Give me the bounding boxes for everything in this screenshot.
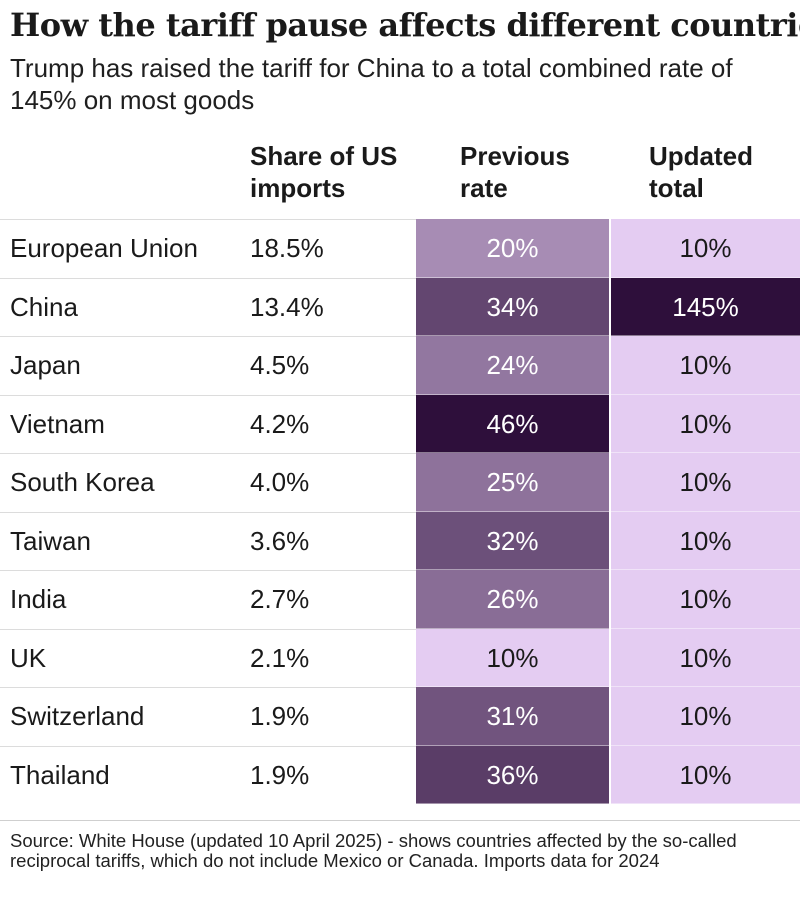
share-cell: 3.6% [250, 525, 310, 556]
previous-rate-cell: 20% [416, 219, 609, 278]
table-row: South Korea 4.0% 25% 10% [0, 453, 800, 512]
updated-total-cell: 10% [611, 336, 800, 395]
column-header-previous: Previous rate [460, 140, 570, 204]
country-cell: Thailand [10, 759, 110, 790]
table-row: China 13.4% 34% 145% [0, 277, 800, 336]
previous-rate-cell: 36% [416, 745, 609, 804]
tariff-table: European Union 18.5% 20% 10% China 13.4% 34% 14… [0, 219, 800, 804]
share-cell: 1.9% [250, 701, 310, 731]
column-header-updated: Updated total [649, 140, 753, 204]
column-header-updated-line2: total [649, 173, 704, 203]
previous-rate-cell: 24% [416, 336, 609, 395]
previous-rate-cell: 25% [416, 453, 609, 512]
footer-divider [0, 820, 800, 821]
updated-total-cell: 145% [611, 277, 800, 336]
table-row: Japan 4.5% 24% 10% [0, 336, 800, 395]
previous-rate-cell: 32% [416, 511, 609, 570]
column-header-updated-line1: Updated [649, 141, 753, 171]
row-divider [0, 453, 416, 454]
share-cell: 13.4% [250, 291, 324, 322]
country-cell: Japan [10, 350, 81, 380]
share-cell: 2.7% [250, 584, 310, 614]
share-cell: 2.1% [250, 642, 310, 673]
updated-total-cell: 10% [611, 687, 800, 746]
chart-subtitle: Trump has raised the tariff for China to… [10, 53, 733, 115]
previous-rate-cell: 31% [416, 687, 609, 746]
table-row: Switzerland 1.9% 31% 10% [0, 687, 800, 746]
updated-total-cell: 10% [611, 628, 800, 687]
share-cell: 4.0% [250, 467, 310, 497]
country-cell: Taiwan [10, 525, 91, 556]
row-divider [0, 219, 416, 220]
previous-rate-cell: 10% [416, 628, 609, 687]
country-cell: India [10, 584, 67, 614]
column-header-previous-line2: rate [460, 173, 508, 203]
row-divider [0, 570, 416, 571]
source-note: Source: White House (updated 10 April 20… [10, 830, 737, 871]
country-cell: UK [10, 642, 47, 673]
country-cell: South Korea [10, 467, 155, 497]
country-cell: Switzerland [10, 701, 145, 731]
table-row: Taiwan 3.6% 32% 10% [0, 511, 800, 570]
country-cell: European Union [10, 233, 198, 263]
country-cell: China [10, 291, 78, 322]
share-cell: 4.2% [250, 408, 310, 439]
column-header-share: Share of US imports [250, 140, 397, 204]
column-header-previous-line1: Previous [460, 141, 570, 171]
table-row: European Union 18.5% 20% 10% [0, 219, 800, 278]
table-row: UK 2.1% 10% 10% [0, 628, 800, 687]
table-row: Thailand 1.9% 36% 10% [0, 745, 800, 804]
row-divider [0, 511, 416, 513]
previous-rate-cell: 34% [416, 277, 609, 336]
row-divider [0, 687, 416, 688]
row-divider [0, 745, 416, 747]
updated-total-cell: 10% [611, 219, 800, 278]
chart-title: How the tariff pause affects different c… [10, 6, 800, 44]
row-divider [0, 336, 416, 337]
row-divider [0, 628, 416, 630]
updated-total-cell: 10% [611, 511, 800, 570]
table-row: India 2.7% 26% 10% [0, 570, 800, 629]
country-cell: Vietnam [10, 408, 105, 439]
previous-rate-cell: 26% [416, 570, 609, 629]
column-header-share-line2: imports [250, 173, 346, 203]
updated-total-cell: 10% [611, 745, 800, 804]
updated-total-cell: 10% [611, 570, 800, 629]
row-divider [0, 394, 416, 396]
column-header-share-line1: Share of US [250, 141, 398, 171]
share-cell: 1.9% [250, 759, 310, 790]
row-divider [0, 277, 416, 279]
updated-total-cell: 10% [611, 394, 800, 453]
share-cell: 4.5% [250, 350, 310, 380]
updated-total-cell: 10% [611, 453, 800, 512]
previous-rate-cell: 46% [416, 394, 609, 453]
share-cell: 18.5% [250, 233, 324, 263]
table-row: Vietnam 4.2% 46% 10% [0, 394, 800, 453]
